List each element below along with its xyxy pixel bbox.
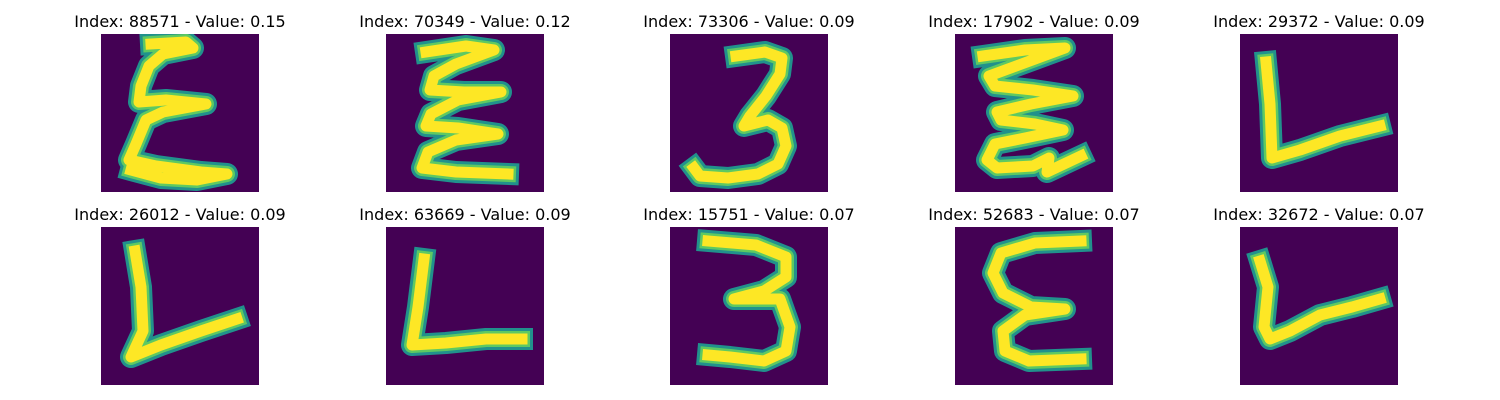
panel-title: Index: 26012 - Value: 0.09 bbox=[74, 205, 286, 224]
panel-title: Index: 17902 - Value: 0.09 bbox=[928, 12, 1140, 31]
panel-title: Index: 63669 - Value: 0.09 bbox=[359, 205, 571, 224]
digit-image bbox=[955, 34, 1113, 192]
panel-title: Index: 32672 - Value: 0.07 bbox=[1213, 205, 1425, 224]
digit-image bbox=[1240, 227, 1398, 385]
panel-title: Index: 52683 - Value: 0.07 bbox=[928, 205, 1140, 224]
digit-image bbox=[386, 227, 544, 385]
digit-image bbox=[386, 34, 544, 192]
digit-image bbox=[670, 227, 828, 385]
digit-image bbox=[670, 34, 828, 192]
panel-title: Index: 15751 - Value: 0.07 bbox=[643, 205, 855, 224]
digit-image bbox=[101, 34, 259, 192]
panel-title: Index: 88571 - Value: 0.15 bbox=[74, 12, 286, 31]
panel-title: Index: 70349 - Value: 0.12 bbox=[359, 12, 571, 31]
digit-image bbox=[101, 227, 259, 385]
panel-title: Index: 73306 - Value: 0.09 bbox=[643, 12, 855, 31]
digit-image bbox=[955, 227, 1113, 385]
digit-image bbox=[1240, 34, 1398, 192]
panel-title: Index: 29372 - Value: 0.09 bbox=[1213, 12, 1425, 31]
